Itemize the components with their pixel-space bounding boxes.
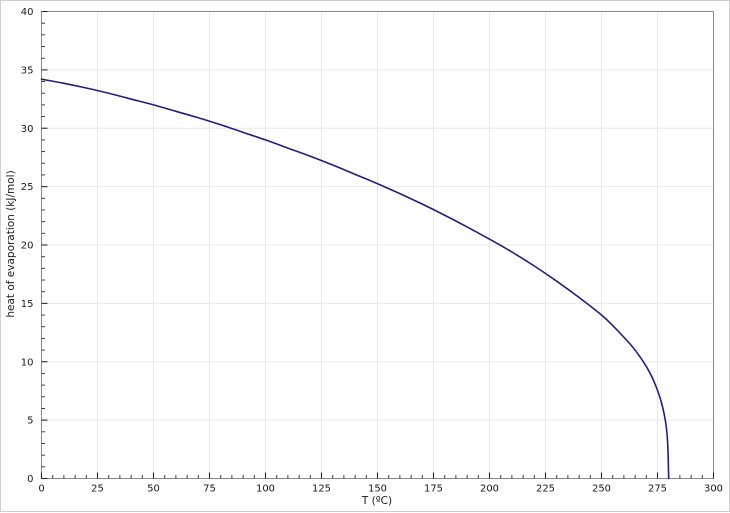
y-tick-label: 30 [21,124,34,135]
y-tick-label: 35 [21,65,34,76]
y-tick-label: 25 [21,182,34,193]
x-tick-label: 200 [480,484,499,495]
y-tick-label: 0 [27,474,33,485]
x-tick-label: 275 [648,484,667,495]
x-tick-label: 225 [536,484,555,495]
x-axis-title: T (ºC) [361,495,392,507]
x-tick-label: 125 [312,484,331,495]
x-tick-label: 0 [38,484,44,495]
data-series [40,78,670,480]
y-tick-label: 15 [21,299,34,310]
x-tick-label: 25 [91,484,104,495]
x-tick-label: 75 [203,484,216,495]
x-tick-label: 50 [147,484,160,495]
axis-tick-labels: 0 25 50 75 100 125 150 175 200 225 250 275 300 0 5 10 15… [21,7,723,495]
y-tick-label: 20 [21,241,34,252]
gridlines [41,11,714,479]
x-tick-label: 300 [704,484,723,495]
y-axis-title: heat of evaporation (kJ/mol) [5,170,17,317]
x-tick-label: 175 [424,484,443,495]
series-line-0 [40,78,670,480]
x-tick-label: 100 [256,484,275,495]
y-tick-label: 40 [21,7,34,18]
axis-ticks [40,10,715,480]
x-tick-label: 250 [592,484,611,495]
y-tick-label: 10 [21,357,34,368]
x-tick-label: 150 [368,484,387,495]
y-tick-label: 5 [27,416,33,427]
